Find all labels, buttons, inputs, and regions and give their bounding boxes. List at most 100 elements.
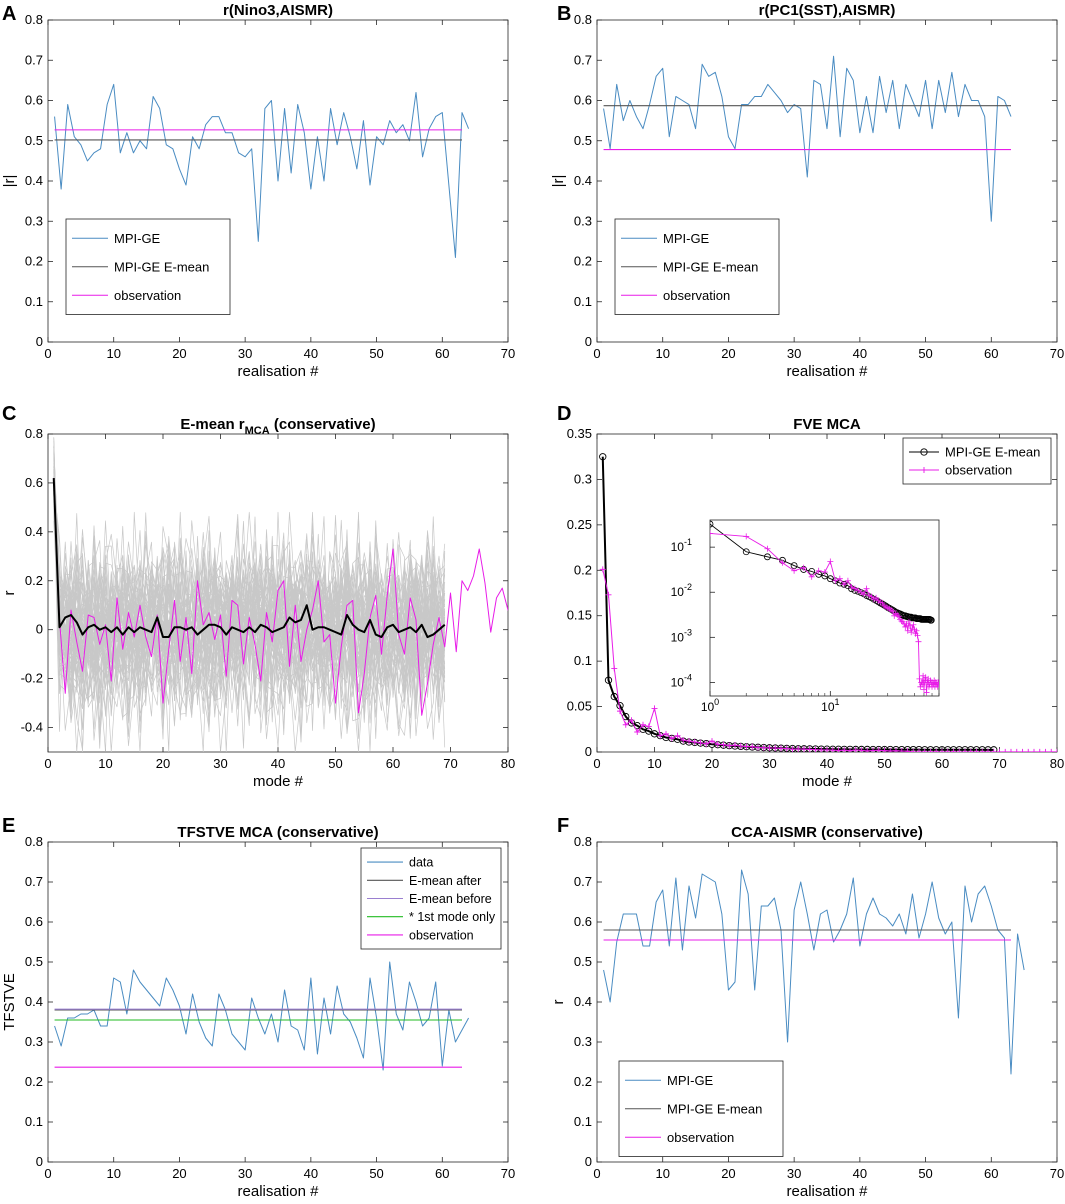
legend: MPI-GE MPI-GE E-mean observation bbox=[614, 218, 780, 315]
data-point bbox=[806, 746, 813, 752]
legend-label: observation bbox=[945, 463, 1012, 478]
y-tick-label: 0 bbox=[585, 334, 592, 349]
x-tick-label: 10 bbox=[106, 1166, 120, 1181]
x-tick-label: 80 bbox=[501, 756, 515, 771]
legend-label: MPI-GE E-mean bbox=[663, 259, 758, 274]
legend: data E-mean after E-mean before * 1st mode … bbox=[360, 847, 502, 950]
chart-title: r(Nino3,AISMR) bbox=[223, 2, 333, 19]
x-tick-label: 50 bbox=[918, 346, 932, 361]
x-axis-label: realisation # bbox=[238, 1183, 320, 1200]
y-tick-label: 0.2 bbox=[25, 1074, 43, 1089]
data-point bbox=[651, 705, 658, 712]
data-point bbox=[668, 734, 676, 743]
inset-point bbox=[905, 618, 912, 625]
x-tick-label: 70 bbox=[443, 756, 457, 771]
y-tick-label: 0.5 bbox=[25, 954, 43, 969]
data-point bbox=[703, 740, 710, 747]
data-point bbox=[984, 746, 992, 752]
y-tick-label: 0.6 bbox=[25, 914, 43, 929]
x-tick-label: 50 bbox=[918, 1166, 932, 1181]
data-point bbox=[921, 748, 928, 752]
inset-point bbox=[894, 612, 901, 619]
y-tick-label: 0 bbox=[36, 622, 43, 637]
data-point bbox=[893, 747, 899, 752]
panel-letter: F bbox=[557, 815, 569, 837]
inset-point bbox=[821, 569, 828, 576]
y-tick-label: 0.2 bbox=[25, 254, 43, 269]
data-point bbox=[863, 745, 871, 752]
legend: MPI-GE MPI-GE E-mean observation bbox=[618, 1060, 784, 1157]
y-tick-label: 0.5 bbox=[574, 133, 592, 148]
legend-marker bbox=[921, 467, 927, 473]
y-tick-label: 0.15 bbox=[567, 608, 592, 623]
y-tick-label: 0.4 bbox=[574, 173, 592, 188]
x-tick-label: 20 bbox=[705, 756, 719, 771]
y-axis-label: r bbox=[1, 591, 18, 596]
chart-title: FVE MCA bbox=[793, 416, 861, 433]
inset-point bbox=[902, 623, 909, 630]
x-tick-label: 10 bbox=[655, 346, 669, 361]
x-tick-label: 20 bbox=[721, 1166, 735, 1181]
y-tick-label: 0.5 bbox=[25, 133, 43, 148]
y-tick-label: 0.2 bbox=[574, 254, 592, 269]
inset-point bbox=[832, 577, 839, 584]
x-tick-label: 70 bbox=[992, 756, 1006, 771]
data-point bbox=[1042, 748, 1049, 752]
x-tick-label: 30 bbox=[787, 346, 801, 361]
x-tick-label: 10 bbox=[647, 756, 661, 771]
data-point bbox=[743, 743, 750, 750]
x-tick-label: 30 bbox=[238, 1166, 252, 1181]
x-tick-label: 30 bbox=[213, 756, 227, 771]
x-axis-label: mode # bbox=[253, 773, 304, 790]
data-point bbox=[875, 747, 882, 752]
data-point bbox=[645, 723, 652, 730]
x-tick-label: 60 bbox=[435, 346, 449, 361]
x-tick-label: 60 bbox=[935, 756, 949, 771]
y-tick-label: 0 bbox=[36, 1154, 43, 1169]
realisation-line bbox=[53, 484, 446, 736]
series-observation bbox=[53, 478, 508, 716]
data-point bbox=[1054, 748, 1057, 752]
inset-point bbox=[791, 567, 798, 574]
data-point bbox=[622, 721, 629, 728]
x-tick-label: 0 bbox=[44, 756, 51, 771]
x-tick-label: 60 bbox=[984, 1166, 998, 1181]
data-point bbox=[697, 739, 704, 746]
chart-title: r(PC1(SST),AISMR) bbox=[759, 2, 896, 19]
data-point bbox=[967, 748, 974, 752]
realisation-line bbox=[53, 476, 446, 733]
y-tick-label: 0.25 bbox=[567, 517, 592, 532]
inset-point bbox=[916, 675, 923, 682]
x-tick-label: 50 bbox=[369, 1166, 383, 1181]
inset-point bbox=[851, 585, 858, 592]
inset-point bbox=[863, 585, 870, 592]
data-point bbox=[972, 746, 981, 752]
y-tick-label: 0.1 bbox=[574, 294, 592, 309]
y-axis-label: |r| bbox=[550, 175, 567, 188]
data-point bbox=[840, 745, 848, 752]
data-point bbox=[726, 742, 733, 749]
y-tick-label: 0.7 bbox=[574, 52, 592, 67]
y-tick-label: 0.4 bbox=[574, 994, 592, 1009]
series-data bbox=[54, 961, 470, 1071]
inset-point bbox=[841, 581, 848, 588]
inset-point bbox=[915, 638, 922, 645]
y-tick-label: 0.6 bbox=[574, 914, 592, 929]
y-tick-label: 0.7 bbox=[25, 874, 43, 889]
x-axis-label: realisation # bbox=[787, 1183, 869, 1200]
data-point bbox=[691, 739, 698, 746]
data-point bbox=[979, 748, 986, 752]
x-axis-label: realisation # bbox=[787, 363, 869, 380]
data-point bbox=[892, 745, 900, 752]
legend-label: data bbox=[409, 856, 433, 870]
legend-label: observation bbox=[409, 928, 474, 942]
data-point bbox=[904, 748, 911, 752]
inset-plot-area bbox=[710, 520, 939, 696]
legend-label: E-mean after bbox=[409, 874, 481, 888]
x-tick-label: 40 bbox=[820, 756, 834, 771]
data-point bbox=[926, 746, 935, 752]
legend-box bbox=[902, 437, 1052, 485]
x-tick-label: 40 bbox=[304, 1166, 318, 1181]
data-point bbox=[829, 745, 837, 752]
